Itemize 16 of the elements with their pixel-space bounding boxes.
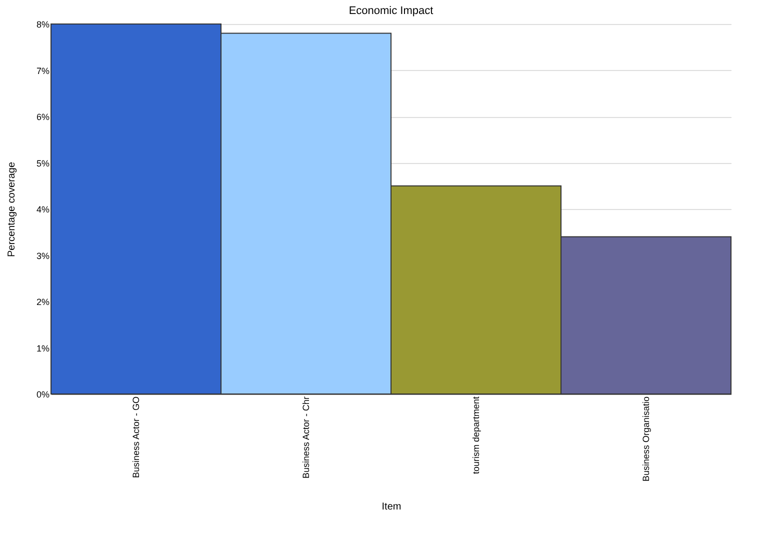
y-tick-label: 8% — [36, 20, 50, 30]
y-tick-label: 2% — [36, 297, 50, 307]
y-tick-label: 0% — [36, 390, 50, 400]
x-tick-label: Business Actor - Chr — [301, 396, 311, 479]
x-tick-label: Business Actor - GO — [131, 396, 141, 478]
y-tick-label: 6% — [36, 112, 50, 122]
y-tick-label: 5% — [36, 158, 50, 168]
x-axis-title: Item — [382, 502, 402, 513]
y-tick-label: 1% — [36, 343, 50, 354]
y-tick-label: 3% — [36, 250, 50, 261]
y-tick-label: 4% — [36, 204, 50, 214]
y-axis-title: Percentage coverage — [6, 162, 18, 258]
y-tick-label: 7% — [36, 66, 50, 76]
chart-title: Economic Impact — [348, 5, 434, 17]
x-tick-label: tourism department — [471, 396, 481, 474]
x-tick-label: Business Organisatio — [641, 396, 651, 482]
